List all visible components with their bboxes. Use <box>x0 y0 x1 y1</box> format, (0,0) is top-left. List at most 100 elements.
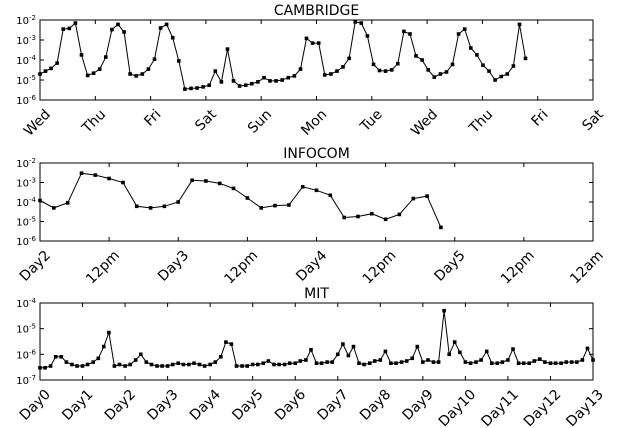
data-point <box>298 67 303 71</box>
x-tick-label: Day2 <box>17 248 54 285</box>
data-point <box>538 357 542 361</box>
data-point <box>505 72 510 76</box>
data-point <box>310 41 315 45</box>
data-point <box>38 366 42 370</box>
data-point <box>187 362 191 367</box>
data-point <box>383 349 388 354</box>
data-point <box>107 176 111 181</box>
data-point <box>420 58 424 62</box>
data-point <box>197 362 202 367</box>
data-point <box>189 86 193 91</box>
y-tick-label: 10-3 <box>16 177 36 190</box>
data-point <box>490 361 494 365</box>
data-point <box>341 65 345 69</box>
data-point <box>245 364 249 368</box>
data-point <box>237 84 242 88</box>
data-point <box>121 180 125 185</box>
x-tick-label: 12pm <box>83 248 123 288</box>
data-point <box>176 361 180 365</box>
data-point <box>523 56 528 61</box>
data-point <box>383 69 388 73</box>
data-point <box>80 364 85 368</box>
data-point <box>213 69 218 73</box>
data-point <box>217 181 222 186</box>
data-point <box>527 361 531 365</box>
data-point <box>365 34 370 38</box>
data-point <box>262 75 266 80</box>
data-point <box>52 206 56 210</box>
data-point <box>259 206 263 210</box>
data-point <box>532 359 537 363</box>
y-tick-label: 10-4 <box>16 54 36 67</box>
data-point <box>580 358 585 362</box>
data-point <box>426 358 430 362</box>
data-point <box>456 32 461 36</box>
data-point <box>231 186 236 191</box>
data-point <box>553 361 558 365</box>
data-point <box>517 22 522 27</box>
data-point <box>426 68 430 72</box>
data-point <box>462 27 467 31</box>
data-point <box>511 347 515 351</box>
data-point <box>160 364 164 368</box>
data-point <box>444 70 449 74</box>
x-tick-label: Sun <box>245 107 275 137</box>
data-point <box>213 360 218 364</box>
data-point <box>102 344 106 349</box>
data-point <box>548 361 553 365</box>
data-point <box>474 360 478 364</box>
y-tick-label: 10-5 <box>16 74 36 87</box>
data-point <box>181 362 186 367</box>
data-point <box>371 62 376 67</box>
data-point <box>591 358 595 362</box>
data-point <box>116 22 120 27</box>
data-point <box>438 72 443 76</box>
data-point <box>49 66 53 71</box>
data-point <box>207 83 211 87</box>
data-point <box>59 355 64 359</box>
data-point <box>177 59 181 63</box>
y-tick-label: 10-2 <box>16 157 36 170</box>
data-point <box>304 358 308 362</box>
y-tick-label: 10-4 <box>16 297 36 310</box>
data-point <box>202 364 207 368</box>
data-point <box>325 360 329 364</box>
data-point <box>170 362 175 367</box>
data-point <box>399 360 404 364</box>
data-point <box>274 79 278 83</box>
data-point <box>192 361 196 365</box>
data-point <box>65 201 70 205</box>
data-point <box>61 27 65 31</box>
data-point <box>452 340 457 344</box>
data-point <box>134 74 138 78</box>
data-point <box>38 198 42 203</box>
data-point <box>511 64 516 68</box>
data-point <box>439 225 443 230</box>
data-point <box>286 75 291 80</box>
data-point <box>575 360 579 364</box>
data-point <box>201 85 205 89</box>
data-point <box>397 212 402 217</box>
series-line <box>39 172 442 228</box>
data-point <box>280 78 284 82</box>
data-point <box>135 204 139 209</box>
data-point <box>243 83 248 87</box>
data-point <box>463 360 468 364</box>
data-point <box>73 21 78 25</box>
data-point <box>48 364 53 368</box>
data-point <box>234 364 239 368</box>
data-point <box>272 362 276 367</box>
data-point <box>91 71 96 75</box>
data-point <box>543 360 547 364</box>
data-point <box>204 179 208 183</box>
data-point <box>107 330 111 335</box>
data-point <box>256 80 260 84</box>
y-tick-label: 10-6 <box>16 235 36 248</box>
data-point <box>225 47 230 51</box>
data-point <box>484 349 489 354</box>
data-point <box>190 178 194 183</box>
plot-frame <box>39 302 594 381</box>
data-point <box>104 55 108 59</box>
data-point <box>292 74 297 78</box>
data-point <box>362 362 366 367</box>
